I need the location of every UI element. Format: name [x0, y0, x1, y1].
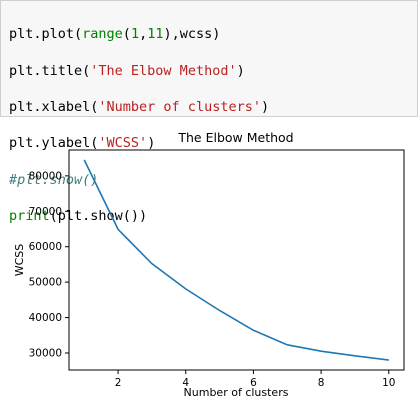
cell-output: The Elbow Method 2 4 6 8 10 30000 40000 50000 6… [0, 120, 420, 401]
code-cell[interactable]: plt.plot(range(1,11),wcss) plt.title('Th… [0, 0, 418, 224]
y-tick-label: 60000 [29, 241, 62, 253]
x-tick-label: 2 [115, 377, 122, 389]
y-axis-label: WCSS [13, 244, 26, 277]
code-line-2: plt.title('The Elbow Method') [9, 62, 245, 79]
y-tick-label: 70000 [29, 206, 62, 218]
chart-title: The Elbow Method [177, 130, 293, 145]
elbow-chart: The Elbow Method 2 4 6 8 10 30000 40000 50000 6… [13, 130, 405, 399]
code-line-5: #plt.show() [9, 171, 99, 188]
code-line-6: print(plt.show()) [9, 208, 148, 225]
x-axis-label: Number of clusters [184, 386, 289, 399]
series-line-wcss [83, 159, 389, 361]
plot-frame [68, 149, 405, 371]
y-tick-label: 30000 [29, 347, 62, 359]
y-tick-label: 80000 [29, 170, 62, 182]
code-line-4: plt.ylabel('WCSS') [9, 135, 156, 152]
x-tick-label: 4 [182, 377, 189, 389]
x-tick-label: 6 [250, 377, 257, 389]
y-tick-label: 40000 [29, 312, 62, 324]
x-tick-label: 10 [382, 377, 395, 389]
y-tick-label: 50000 [29, 277, 62, 289]
code-line-1: plt.plot(range(1,11),wcss) [9, 26, 221, 43]
x-tick-label: 8 [318, 377, 325, 389]
code-line-3: plt.xlabel('Number of clusters') [9, 99, 270, 116]
